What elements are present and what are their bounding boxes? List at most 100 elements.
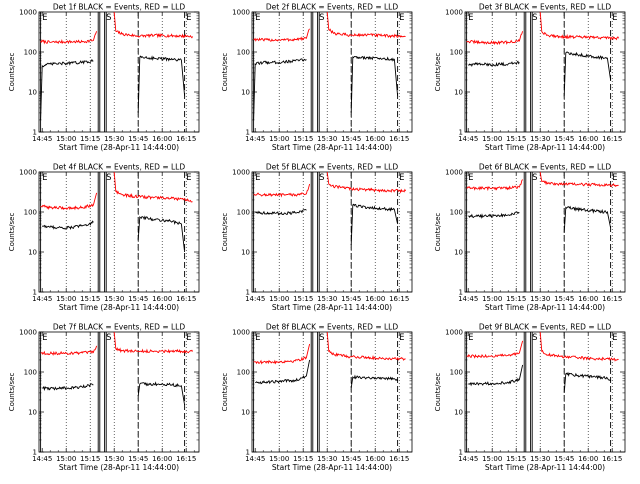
- y-tick-label: 100: [450, 209, 463, 217]
- x-tick-label: 15:15: [80, 295, 100, 303]
- y-tick-label: 10: [241, 89, 250, 97]
- event-rate-line: [254, 209, 307, 216]
- panel-title: Det 9f BLACK = Events, RED = LLD: [479, 323, 612, 332]
- plot-frame: [38, 171, 200, 293]
- x-tick-label: 16:00: [152, 135, 172, 143]
- x-tick-label: 16:15: [389, 455, 409, 463]
- event-marker-label: S: [106, 13, 111, 23]
- x-tick-label: 15:45: [554, 295, 574, 303]
- x-tick-label: 16:00: [365, 135, 385, 143]
- x-tick-label: 15:15: [80, 455, 100, 463]
- lld-rate-line: [539, 11, 620, 41]
- x-tick-label: 15:30: [317, 295, 337, 303]
- y-tick-label: 10: [454, 89, 463, 97]
- x-tick-label: 15:30: [530, 455, 550, 463]
- lld-rate-line: [253, 183, 311, 198]
- lld-rate-line: [539, 331, 619, 362]
- lld-rate-line: [326, 331, 406, 361]
- y-axis-label: Counts/sec: [8, 53, 16, 92]
- y-tick-label: 1000: [445, 329, 463, 337]
- panel-det-9: Det 9f BLACK = Events, RED = LLD 1000 100 1…: [434, 323, 626, 472]
- y-axis-label: Counts/sec: [434, 373, 442, 412]
- y-axis-label: Counts/sec: [434, 53, 442, 92]
- event-marker-label: E: [255, 333, 260, 343]
- event-marker-label: E: [186, 173, 191, 183]
- x-tick-label: 16:00: [152, 455, 172, 463]
- lld-rate-line: [40, 192, 98, 211]
- x-tick-label: 15:30: [530, 295, 550, 303]
- x-tick-label: 16:15: [602, 295, 622, 303]
- x-tick-label: 16:15: [176, 295, 196, 303]
- event-rate-line: [137, 215, 186, 253]
- x-axis-label: Start Time (28-Apr-11 14:44:00): [59, 463, 179, 472]
- panel-title: Det 6f BLACK = Events, RED = LLD: [479, 163, 612, 172]
- event-rate-line: [563, 371, 611, 393]
- y-tick-label: 1: [246, 449, 250, 457]
- y-tick-label: 1: [459, 129, 463, 137]
- event-marker-label: E: [42, 173, 47, 183]
- event-marker-label: E: [186, 333, 191, 343]
- x-tick-label: 16:00: [365, 455, 385, 463]
- event-marker-label: S: [319, 333, 324, 343]
- x-tick-label: 15:30: [104, 135, 124, 143]
- lld-rate-line: [253, 343, 311, 365]
- lld-rate-line: [113, 11, 193, 39]
- x-tick-label: 15:00: [56, 455, 76, 463]
- x-tick-label: 14:45: [32, 135, 52, 143]
- event-marker-label: E: [255, 173, 260, 183]
- plot-frame: [464, 331, 626, 453]
- x-tick-label: 14:45: [458, 295, 478, 303]
- x-axis-label: Start Time (28-Apr-11 14:44:00): [272, 303, 392, 312]
- x-tick-label: 15:00: [269, 455, 289, 463]
- y-tick-label: 10: [241, 249, 250, 257]
- x-tick-label: 15:45: [128, 135, 148, 143]
- event-marker-label: E: [186, 13, 191, 23]
- x-tick-label: 16:15: [389, 135, 409, 143]
- y-tick-label: 1000: [19, 9, 37, 17]
- y-tick-label: 1000: [19, 329, 37, 337]
- event-rate-line: [41, 220, 94, 231]
- y-tick-label: 1: [33, 129, 37, 137]
- x-tick-label: 14:45: [245, 295, 265, 303]
- y-tick-label: 1: [246, 129, 250, 137]
- x-tick-label: 16:15: [602, 135, 622, 143]
- event-rate-line: [137, 381, 186, 406]
- event-marker-label: S: [532, 173, 537, 183]
- panel-title: Det 7f BLACK = Events, RED = LLD: [53, 323, 186, 332]
- y-tick-label: 1: [459, 449, 463, 457]
- panel-title: Det 3f BLACK = Events, RED = LLD: [479, 3, 612, 12]
- x-axis-label: Start Time (28-Apr-11 14:44:00): [272, 143, 392, 152]
- x-tick-label: 16:00: [365, 295, 385, 303]
- x-tick-label: 15:15: [293, 295, 313, 303]
- y-tick-label: 1000: [445, 169, 463, 177]
- lld-rate-line: [40, 31, 98, 45]
- y-tick-label: 100: [24, 369, 37, 377]
- x-tick-label: 15:45: [341, 295, 361, 303]
- event-marker-label: E: [612, 13, 617, 23]
- y-tick-label: 10: [28, 409, 37, 417]
- y-tick-label: 100: [450, 49, 463, 57]
- y-tick-label: 1000: [232, 9, 250, 17]
- event-rate-line: [137, 55, 186, 113]
- panel-title: Det 1f BLACK = Events, RED = LLD: [53, 3, 186, 12]
- panel-det-1: Det 1f BLACK = Events, RED = LLD 1000 100 1…: [8, 3, 200, 152]
- x-tick-label: 15:30: [104, 455, 124, 463]
- lld-rate-line: [466, 179, 523, 192]
- x-tick-label: 16:15: [176, 455, 196, 463]
- event-marker-label: S: [532, 333, 537, 343]
- plot-frame: [251, 171, 413, 293]
- event-rate-line: [563, 51, 612, 96]
- y-tick-label: 10: [454, 249, 463, 257]
- event-rate-line: [42, 383, 94, 392]
- y-tick-label: 100: [237, 369, 250, 377]
- x-axis-label: Start Time (28-Apr-11 14:44:00): [272, 463, 392, 472]
- x-tick-label: 15:45: [341, 455, 361, 463]
- panel-det-2: Det 2f BLACK = Events, RED = LLD 1000 100 1…: [221, 3, 413, 152]
- x-axis-label: Start Time (28-Apr-11 14:44:00): [485, 143, 605, 152]
- y-axis-label: Counts/sec: [221, 213, 229, 252]
- x-tick-label: 15:15: [293, 455, 313, 463]
- x-tick-label: 15:45: [341, 135, 361, 143]
- y-tick-label: 1: [33, 289, 37, 297]
- x-tick-label: 14:45: [458, 455, 478, 463]
